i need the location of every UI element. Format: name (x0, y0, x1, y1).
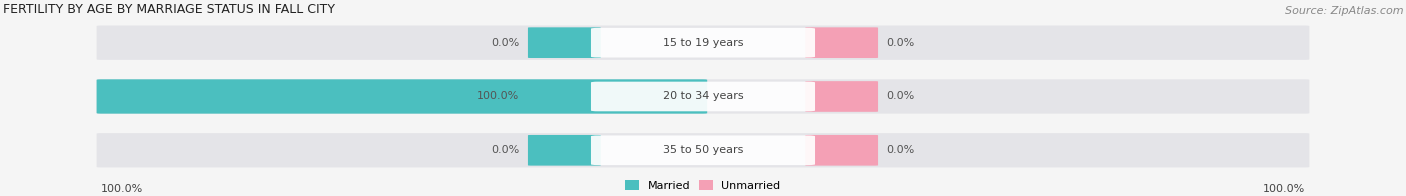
Text: 0.0%: 0.0% (491, 38, 520, 48)
FancyBboxPatch shape (527, 135, 600, 166)
FancyBboxPatch shape (527, 81, 600, 112)
Text: 100.0%: 100.0% (1263, 184, 1305, 194)
FancyBboxPatch shape (527, 27, 600, 58)
Text: Source: ZipAtlas.com: Source: ZipAtlas.com (1285, 6, 1403, 16)
Text: 100.0%: 100.0% (477, 92, 520, 102)
Text: 0.0%: 0.0% (491, 145, 520, 155)
Text: 0.0%: 0.0% (886, 92, 915, 102)
Text: 15 to 19 years: 15 to 19 years (662, 38, 744, 48)
Text: FERTILITY BY AGE BY MARRIAGE STATUS IN FALL CITY: FERTILITY BY AGE BY MARRIAGE STATUS IN F… (3, 3, 335, 16)
FancyBboxPatch shape (806, 27, 879, 58)
Text: 20 to 34 years: 20 to 34 years (662, 92, 744, 102)
FancyBboxPatch shape (97, 79, 1309, 114)
FancyBboxPatch shape (591, 135, 815, 165)
Text: 100.0%: 100.0% (101, 184, 143, 194)
Legend: Married, Unmarried: Married, Unmarried (626, 180, 780, 191)
FancyBboxPatch shape (591, 82, 815, 111)
FancyBboxPatch shape (806, 81, 879, 112)
FancyBboxPatch shape (97, 133, 1309, 167)
FancyBboxPatch shape (97, 25, 1309, 60)
Text: 35 to 50 years: 35 to 50 years (662, 145, 744, 155)
FancyBboxPatch shape (591, 28, 815, 57)
FancyBboxPatch shape (806, 135, 879, 166)
Text: 0.0%: 0.0% (886, 145, 915, 155)
Text: 0.0%: 0.0% (886, 38, 915, 48)
FancyBboxPatch shape (97, 79, 707, 114)
